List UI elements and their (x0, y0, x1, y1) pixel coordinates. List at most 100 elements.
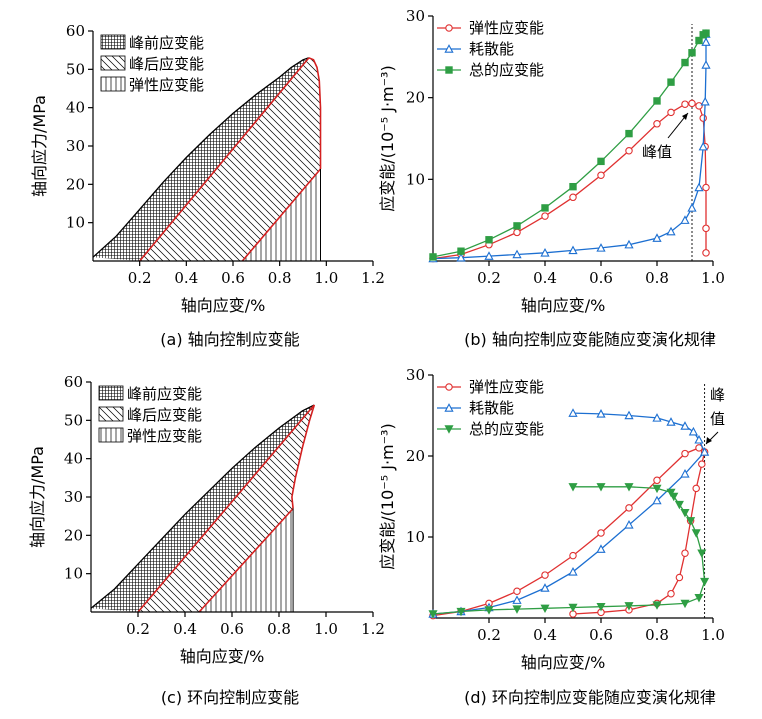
data-point (680, 509, 690, 518)
x-tick-label: 0.8 (268, 269, 292, 287)
series-line (432, 34, 707, 260)
data-point (681, 100, 689, 108)
x-tick-label: 0.2 (477, 269, 501, 287)
post-peak-energy-region (139, 57, 321, 261)
unloading-line-end (241, 168, 322, 262)
legend-elastic-label: 弹性应变能 (127, 427, 202, 445)
data-point (597, 157, 605, 166)
data-point (485, 236, 493, 244)
data-point (653, 476, 661, 485)
data-point (652, 484, 662, 494)
x-tick-label: 0.6 (589, 269, 613, 287)
legend-label: 弹性应变能 (469, 19, 544, 37)
data-point (624, 519, 634, 529)
unloading-line-end (198, 507, 294, 613)
data-point (688, 49, 696, 57)
data-point (701, 60, 711, 69)
legend-marker (444, 403, 454, 412)
y-axis-label: 应变能/(10⁻⁵ J·m⁻³) (378, 65, 397, 211)
data-point (694, 182, 704, 192)
x-tick-label: 1.0 (314, 269, 338, 287)
panel-d-series: 峰值 (428, 383, 725, 620)
panel-d-caption: (d) 环向控制应变能随应变演化规律 (464, 688, 716, 707)
data-point (596, 409, 606, 418)
data-point (597, 529, 605, 537)
x-tick-label: 1.0 (314, 620, 338, 638)
loading-curve (90, 404, 315, 609)
x-tick-label: 1.2 (361, 620, 385, 638)
legend-post-peak-label: 峰后应变能 (129, 55, 204, 73)
series-0 (429, 99, 710, 263)
series-line (432, 447, 706, 617)
y-tick-label: 10 (66, 214, 85, 232)
panel-c-axes: 0.2 0.4 0.6 0.8 1.0 1.2 10 20 30 40 50 60 轴向应变/% 轴向应力… (28, 373, 385, 666)
peak-annotation-line2: 值 (710, 410, 725, 428)
panel-b-caption: (b) 轴向控制应变能随应变演化规律 (464, 330, 716, 349)
data-point (568, 603, 578, 613)
data-point (652, 233, 662, 242)
x-tick-label: 0.4 (533, 626, 557, 644)
x-axis-label: 轴向应变/% (180, 647, 265, 666)
data-point (695, 36, 703, 45)
legend-post-peak-swatch (98, 406, 124, 422)
data-point (568, 408, 578, 417)
series-line (432, 486, 706, 615)
series-0 (429, 444, 709, 620)
panel-a-fills (92, 57, 322, 262)
unloading-line-peak (137, 404, 315, 613)
data-point (698, 460, 706, 468)
chart-panel-c: 0.2 0.4 0.6 0.8 1.0 1.2 10 20 30 40 50 60 轴向应变/% 轴向应力… (28, 373, 385, 707)
post-peak-curve (308, 57, 322, 169)
x-tick-label: 0.8 (645, 626, 669, 644)
x-tick-label: 0.4 (533, 269, 557, 287)
pre-peak-energy-region (93, 57, 309, 261)
y-axis-label: 轴向应力/MPa (30, 95, 49, 197)
x-tick-label: 0.2 (477, 626, 501, 644)
data-point (680, 215, 690, 224)
y-tick-label: 50 (66, 60, 85, 78)
x-tick-label: 0.6 (220, 620, 244, 638)
chart-panel-a: 0.2 0.4 0.6 0.8 1.0 1.2 10 20 30 40 50 60 轴向应变/% 轴向应力… (30, 22, 385, 349)
legend-label: 耗散能 (469, 399, 514, 417)
data-point (694, 434, 704, 444)
data-point (625, 129, 633, 138)
unloading-line-peak (139, 57, 310, 262)
data-point (653, 120, 661, 128)
y-axis-label: 轴向应力/MPa (28, 446, 47, 548)
data-point (702, 183, 710, 192)
y-tick-label: 10 (406, 528, 425, 546)
x-tick-label: 0.2 (128, 269, 152, 287)
data-point (652, 495, 662, 505)
legend-post-peak-label: 峰后应变能 (127, 406, 202, 424)
legend-post-peak-swatch (100, 55, 126, 71)
data-point (698, 141, 708, 151)
pre-peak-energy-region (91, 405, 315, 612)
y-tick-label: 50 (64, 411, 83, 429)
legend-marker (445, 383, 453, 391)
panel-b-axes: 0.2 0.4 0.6 0.8 1.0 10 20 30 轴向应变/% 应变能/(10⁻⁵ J·m… (378, 7, 725, 315)
data-point (541, 212, 549, 220)
x-tick-label: 0.6 (589, 626, 613, 644)
data-point (681, 58, 689, 67)
data-point (456, 252, 466, 262)
data-point (429, 253, 437, 261)
x-tick-label: 1.0 (701, 269, 725, 287)
x-tick-label: 0.8 (645, 269, 669, 287)
data-point (569, 182, 577, 191)
y-tick-label: 30 (406, 7, 425, 25)
legend-marker (444, 44, 454, 53)
y-axis-label: 应变能/(10⁻⁵ J·m⁻³) (378, 423, 397, 569)
data-point (596, 483, 606, 492)
peak-arrow-head (706, 437, 712, 444)
data-point (541, 571, 549, 579)
peak-annotation: 峰值 (642, 143, 672, 161)
legend-elastic-label: 弹性应变能 (129, 76, 204, 94)
data-point (680, 421, 690, 430)
data-point (667, 78, 675, 86)
data-point (568, 483, 578, 492)
chart-panel-d: 0.2 0.4 0.6 0.8 1.0 10 20 30 轴向应变/% 应变能/(10⁻⁵ J·m… (378, 366, 725, 707)
chart-panel-b: 0.2 0.4 0.6 0.8 1.0 10 20 30 轴向应变/% 应变能/(10⁻⁵ J·m… (378, 7, 725, 349)
legend-label: 总的应变能 (469, 420, 544, 438)
